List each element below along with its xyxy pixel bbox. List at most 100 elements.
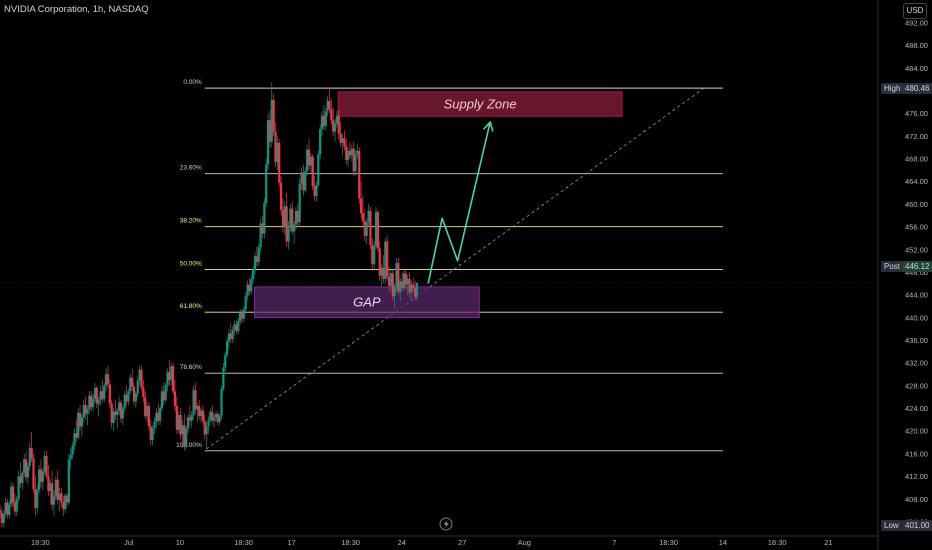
candle-body	[384, 241, 387, 279]
candle-body	[0, 510, 2, 514]
candle-body	[248, 284, 251, 292]
candle-body	[0, 513, 3, 523]
candle-body	[73, 433, 76, 446]
candle-body	[261, 223, 264, 234]
candle-body	[172, 366, 175, 392]
candle-body	[173, 391, 177, 406]
candle-body	[410, 284, 413, 293]
projection-path[interactable]	[427, 121, 494, 284]
candle-body	[175, 405, 178, 430]
candle-body	[60, 493, 63, 503]
candle-body	[80, 417, 84, 427]
candle-body	[136, 381, 139, 394]
candle-body	[199, 410, 203, 417]
time-tick-label: 18:30	[768, 538, 787, 547]
candle-body	[246, 284, 249, 296]
candle-body	[23, 459, 26, 473]
candle-body	[335, 115, 339, 124]
candle-body	[181, 425, 184, 435]
candle-body	[317, 154, 320, 185]
candle-body	[160, 391, 164, 409]
trendline[interactable]	[206, 87, 705, 450]
candle-body	[278, 142, 281, 183]
candle-body	[201, 410, 205, 421]
currency-button[interactable]: USD	[903, 3, 927, 19]
candle-body	[118, 402, 121, 411]
candle-body	[132, 386, 136, 402]
fib-level-label: 78.60%	[180, 364, 202, 371]
candle-body	[13, 502, 16, 512]
price-tick-label: 436.00	[905, 336, 928, 345]
time-tick-label: 18:30	[341, 538, 360, 547]
candle-body	[268, 120, 272, 142]
time-tick-label: Aug	[518, 538, 531, 547]
candle-body	[32, 458, 35, 489]
candle-body	[49, 483, 52, 492]
candle-body	[386, 241, 389, 277]
candle-body	[266, 120, 270, 165]
candle-body	[157, 412, 160, 421]
price-tick-label: 492.00	[905, 18, 928, 27]
candle-body	[328, 100, 331, 109]
time-tick-label: Jul	[124, 538, 134, 547]
candle-body	[382, 267, 385, 279]
lightning-icon[interactable]	[439, 517, 453, 531]
candle-body	[276, 142, 279, 163]
candle-body	[134, 393, 137, 402]
candle-body	[211, 411, 214, 421]
candle-body	[34, 488, 37, 509]
candle-body	[69, 454, 72, 460]
candle-body	[400, 281, 404, 289]
candle-body	[274, 131, 277, 163]
candle-body	[296, 210, 299, 223]
time-axis[interactable]: 18:30 Jul 10 18:30 17 18:30 24 27 Aug 7 18:30 14 18:…	[0, 535, 878, 547]
candle-body	[320, 115, 324, 130]
candle-body	[257, 247, 260, 262]
candle-body	[147, 405, 151, 427]
candle-body	[99, 391, 102, 401]
candle-body	[64, 495, 67, 510]
candle-body	[4, 502, 7, 514]
candle-body	[198, 405, 201, 417]
candle-body	[332, 120, 335, 132]
candle-body	[101, 391, 104, 400]
candle-body	[220, 388, 223, 417]
candle-body	[56, 479, 59, 501]
price-axis[interactable]: 404.00408.00412.00416.00420.00424.00428.…	[877, 0, 928, 550]
candle-body	[47, 476, 50, 492]
candle-body	[229, 333, 232, 340]
symbol-title: NVIDIA Corporation, 1h, NASDAQ	[4, 4, 149, 15]
price-tick-label: 412.00	[905, 472, 928, 481]
time-tick-label: 24	[398, 538, 406, 547]
candle-body	[350, 148, 353, 156]
fib-level-label: 38.20%	[180, 218, 202, 225]
candle-body	[374, 212, 378, 247]
candle-body	[393, 286, 396, 296]
candle-body	[17, 476, 20, 499]
candle-body	[88, 395, 91, 410]
candle-body	[300, 172, 303, 184]
high-value-label: 480.46	[902, 83, 932, 94]
candle-body	[82, 404, 85, 418]
candle-body	[209, 411, 212, 420]
candle-body	[203, 420, 206, 435]
price-tick-label: 488.00	[905, 41, 928, 50]
candle-body	[186, 417, 190, 429]
candle-body	[250, 278, 253, 292]
candle-body	[119, 402, 123, 419]
candle-body	[62, 502, 65, 510]
candle-body	[162, 391, 165, 401]
zones[interactable]: Supply Zone GAP	[254, 91, 623, 318]
candle-body	[363, 221, 366, 236]
candle-body	[233, 324, 236, 330]
candle-body	[414, 288, 417, 298]
candle-body	[293, 224, 296, 232]
candle-body	[41, 471, 44, 482]
candle-body	[380, 267, 383, 276]
candle-body	[345, 146, 348, 160]
candle-body	[224, 354, 227, 368]
candle-body	[207, 419, 210, 427]
candle-body	[227, 333, 231, 342]
candle-body	[10, 486, 13, 505]
